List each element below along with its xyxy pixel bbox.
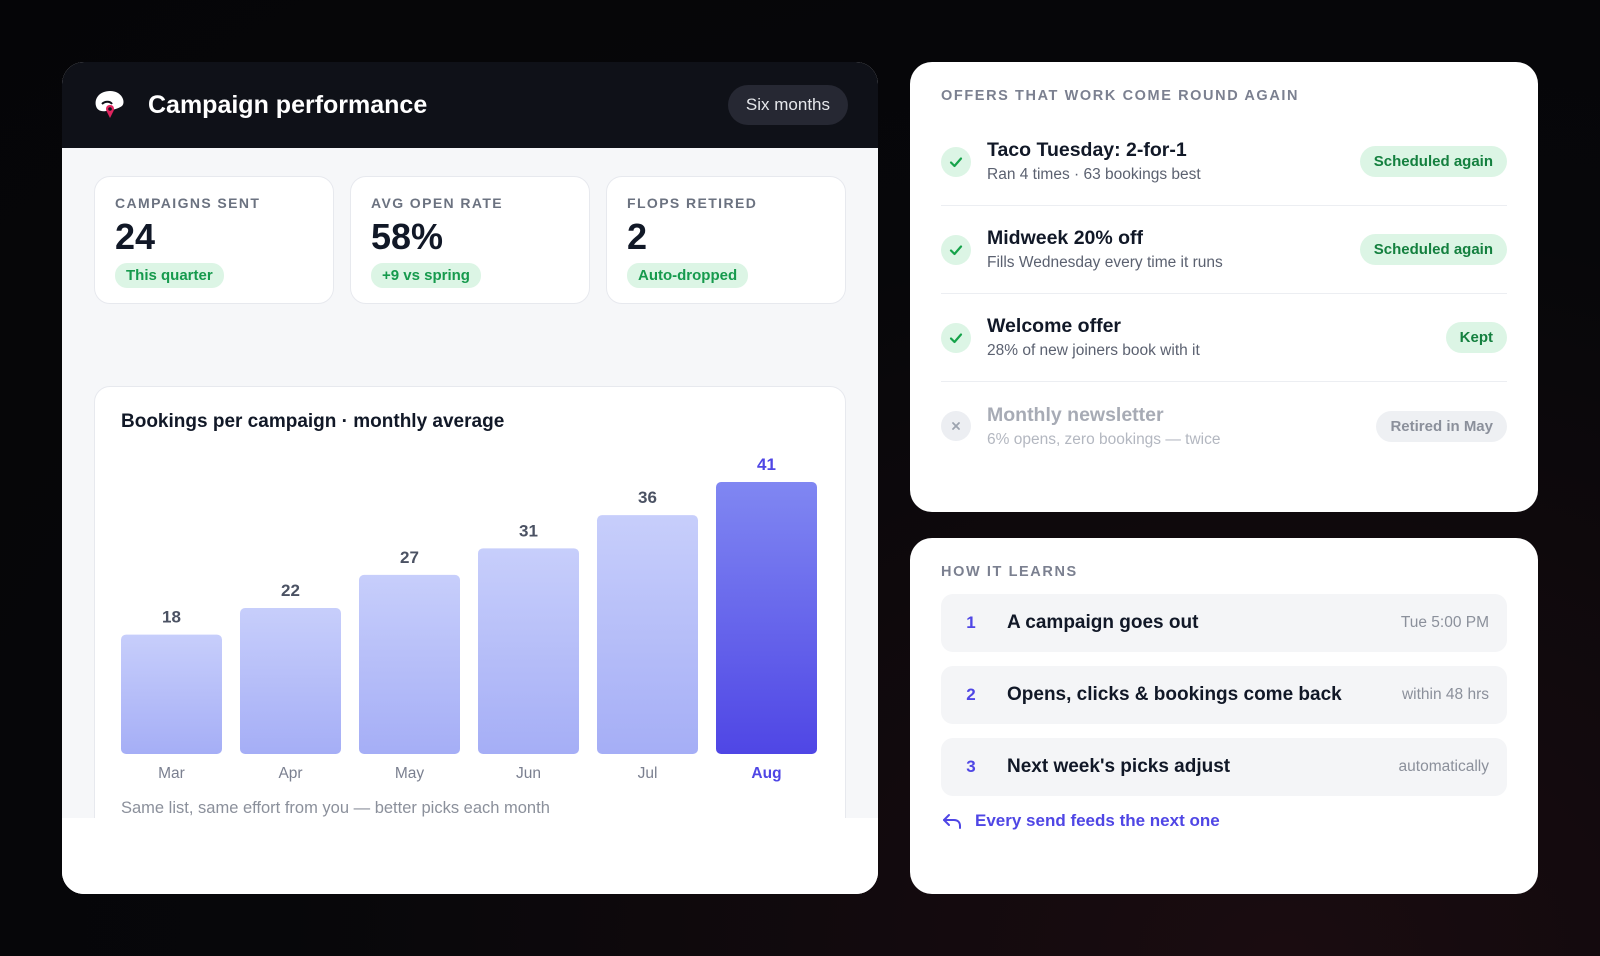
chart-caption: Same list, same effort from you — better… bbox=[121, 799, 550, 817]
step-meta: automatically bbox=[1398, 758, 1489, 775]
stat-card-campaigns-sent: CAMPAIGNS SENT 24 This quarter bbox=[94, 176, 334, 304]
return-arrow-icon bbox=[943, 814, 961, 829]
data-label: 41 bbox=[757, 455, 776, 474]
offers-heading: OFFERS THAT WORK COME ROUND AGAIN bbox=[941, 88, 1300, 104]
stat-badge: Auto-dropped bbox=[627, 263, 749, 288]
bar-mar bbox=[121, 634, 222, 754]
offer-subtitle: Fills Wednesday every time it runs bbox=[987, 254, 1223, 271]
panel-header: Campaign performance Six months bbox=[62, 62, 878, 148]
close-icon bbox=[941, 411, 971, 441]
step-row: 1 A campaign goes out Tue 5:00 PM bbox=[941, 594, 1507, 652]
step-text: Opens, clicks & bookings come back bbox=[1007, 684, 1342, 705]
data-label: 18 bbox=[162, 608, 181, 627]
campaign-performance-panel: Campaign performance Six months CAMPAIGN… bbox=[62, 62, 878, 894]
tick-label: Apr bbox=[278, 765, 302, 782]
tick-label: May bbox=[395, 765, 425, 782]
step-row: 3 Next week's picks adjust automatically bbox=[941, 738, 1507, 796]
offer-subtitle: 28% of new joiners book with it bbox=[987, 342, 1200, 359]
offer-title: Taco Tuesday: 2-for-1 bbox=[987, 139, 1187, 161]
check-icon bbox=[941, 322, 971, 353]
stat-value: 58% bbox=[371, 216, 444, 257]
check-icon bbox=[941, 234, 971, 265]
learning-heading: HOW IT LEARNS bbox=[941, 564, 1078, 580]
brand-logo-icon bbox=[95, 91, 124, 118]
offer-text: Welcome offer 28% of new joiners book wi… bbox=[987, 315, 1446, 360]
step-row: 2 Opens, clicks & bookings come back wit… bbox=[941, 666, 1507, 724]
data-label: 31 bbox=[519, 521, 538, 540]
offer-title: Monthly newsletter bbox=[987, 403, 1164, 426]
how-it-learns-card: HOW IT LEARNS 1 A campaign goes out Tue … bbox=[910, 538, 1538, 894]
data-label: 27 bbox=[400, 548, 419, 567]
offer-list: Taco Tuesday: 2-for-1 Ran 4 times · 63 b… bbox=[941, 118, 1507, 470]
status-badge: Kept bbox=[1445, 322, 1507, 353]
bar-aug bbox=[716, 482, 817, 754]
bar-jul bbox=[597, 515, 698, 754]
step-meta: within 48 hrs bbox=[1401, 686, 1489, 703]
panel-body: CAMPAIGNS SENT 24 This quarter AVG OPEN … bbox=[62, 148, 878, 894]
offer-text: Taco Tuesday: 2-for-1 Ran 4 times · 63 b… bbox=[987, 139, 1360, 184]
stats-row: CAMPAIGNS SENT 24 This quarter AVG OPEN … bbox=[94, 176, 846, 304]
list-item[interactable]: Taco Tuesday: 2-for-1 Ran 4 times · 63 b… bbox=[941, 118, 1507, 206]
offer-text: Midweek 20% off Fills Wednesday every ti… bbox=[987, 227, 1360, 272]
stat-label: FLOPS RETIRED bbox=[627, 195, 758, 211]
panel-title: Campaign performance bbox=[148, 90, 428, 119]
bookings-bar-chart: 18 Mar 22 Apr 27 May 31 Jun 36 Jul 41 Aug bbox=[121, 455, 817, 782]
status-badge: Scheduled again bbox=[1359, 234, 1507, 265]
status-badge: Scheduled again bbox=[1359, 146, 1507, 177]
data-label: 22 bbox=[281, 581, 300, 600]
bar-jun bbox=[478, 548, 579, 754]
offer-subtitle: 6% opens, zero bookings — twice bbox=[987, 430, 1221, 448]
step-meta: Tue 5:00 PM bbox=[1400, 614, 1489, 631]
tick-label: Jun bbox=[516, 765, 541, 782]
stat-badge: This quarter bbox=[115, 263, 224, 288]
steps-list: 1 A campaign goes out Tue 5:00 PM 2 Open… bbox=[941, 594, 1507, 796]
offer-title: Welcome offer bbox=[987, 315, 1122, 337]
bookings-chart-card: 18 Mar 22 Apr 27 May 31 Jun 36 Jul 41 Aug Bookings … bbox=[94, 386, 846, 848]
feedback-loop-note: Every send feeds the next one bbox=[941, 810, 1507, 832]
offer-text: Monthly newsletter 6% opens, zero bookin… bbox=[987, 404, 1376, 449]
step-number: 2 bbox=[966, 685, 976, 704]
tick-label: Jul bbox=[638, 765, 658, 782]
offer-subtitle: Ran 4 times · 63 bookings best bbox=[987, 166, 1201, 183]
range-selector-button[interactable]: Six months bbox=[727, 85, 848, 125]
stat-label: CAMPAIGNS SENT bbox=[115, 195, 261, 211]
list-item[interactable]: Monthly newsletter 6% opens, zero bookin… bbox=[941, 382, 1507, 470]
stat-value: 2 bbox=[627, 216, 648, 257]
step-number: 3 bbox=[966, 757, 976, 776]
step-text: Next week's picks adjust bbox=[1007, 756, 1231, 777]
offer-title: Midweek 20% off bbox=[987, 227, 1144, 249]
list-item[interactable]: Welcome offer 28% of new joiners book wi… bbox=[941, 294, 1507, 382]
bar-apr bbox=[240, 608, 341, 754]
step-number: 1 bbox=[966, 613, 976, 632]
stat-card-flops-retired: FLOPS RETIRED 2 Auto-dropped bbox=[606, 176, 846, 304]
list-item[interactable]: Midweek 20% off Fills Wednesday every ti… bbox=[941, 206, 1507, 294]
tick-label: Aug bbox=[751, 765, 781, 782]
step-text: A campaign goes out bbox=[1007, 612, 1199, 633]
stat-badge: +9 vs spring bbox=[371, 263, 481, 288]
status-badge: Retired in May bbox=[1376, 410, 1507, 442]
tick-label: Mar bbox=[158, 765, 185, 782]
stat-label: AVG OPEN RATE bbox=[371, 195, 504, 211]
chart-title: Bookings per campaign · monthly average bbox=[121, 411, 505, 432]
bar-may bbox=[359, 574, 460, 754]
data-label: 36 bbox=[638, 488, 657, 507]
check-icon bbox=[941, 146, 971, 177]
offers-card: OFFERS THAT WORK COME ROUND AGAIN Taco T… bbox=[910, 62, 1538, 512]
feedback-loop-text: Every send feeds the next one bbox=[975, 811, 1220, 830]
stat-card-avg-open-rate: AVG OPEN RATE 58% +9 vs spring bbox=[350, 176, 590, 304]
stat-value: 24 bbox=[115, 216, 156, 257]
